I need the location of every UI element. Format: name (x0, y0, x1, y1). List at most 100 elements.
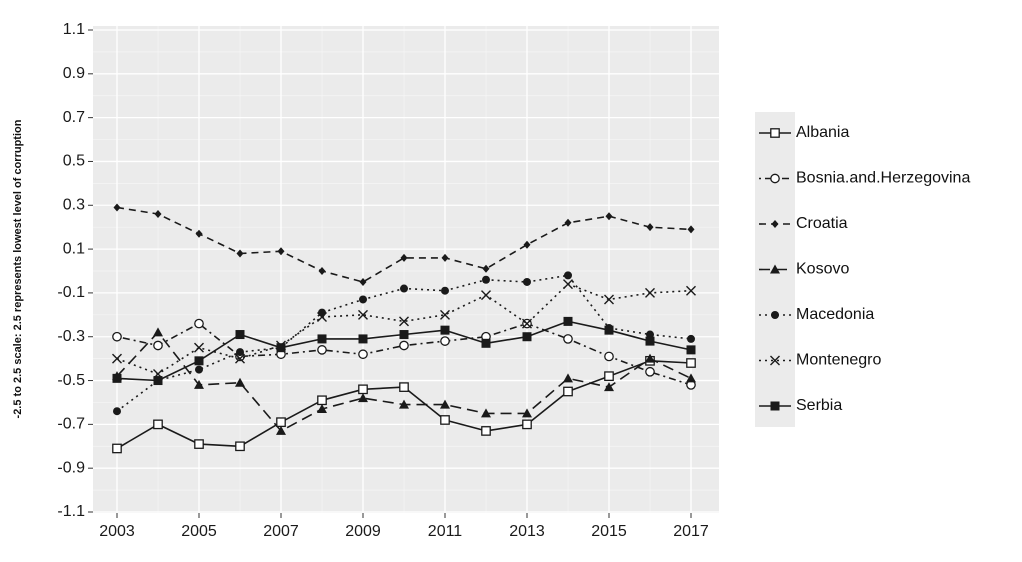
data-point (400, 253, 408, 262)
data-point (358, 309, 368, 320)
data-point (522, 419, 532, 430)
data-point (399, 340, 409, 351)
data-point (522, 332, 532, 342)
legend-item-kosovo: Kosovo (759, 261, 849, 278)
data-point (481, 426, 491, 436)
data-point (194, 342, 204, 353)
series-serbia (112, 316, 696, 386)
legend: Albania Bosnia.and.Herzegovina Croatia Koso… (759, 124, 970, 414)
data-point (317, 404, 327, 414)
y-tick-label: 0.9 (63, 65, 85, 82)
data-point (276, 425, 286, 435)
data-point (400, 284, 408, 293)
data-point (235, 377, 245, 387)
major-gridlines (93, 26, 719, 513)
data-point (440, 325, 450, 335)
y-axis: 1.1 0.9 0.7 0.5 0.3 0.1 -0.1 -0.3 -0.5 -0.7 -0.9 -1… (57, 21, 93, 520)
legend-key-marker (770, 173, 780, 184)
data-point (358, 334, 368, 344)
data-point (113, 203, 121, 212)
y-axis-label: -2.5 to 2.5 scale: 2.5 represents lowest… (12, 119, 24, 418)
data-point (358, 384, 368, 395)
data-point (358, 349, 368, 360)
data-point (276, 343, 286, 353)
data-point (523, 277, 531, 286)
data-point (236, 249, 244, 258)
data-point (563, 279, 573, 290)
legend-label: Croatia (796, 215, 848, 232)
data-point (112, 443, 122, 454)
data-point (686, 373, 696, 383)
data-point (440, 399, 450, 409)
data-point (194, 439, 204, 449)
data-point (645, 336, 655, 346)
data-point (194, 318, 204, 329)
data-point (112, 373, 122, 383)
data-point (235, 330, 245, 340)
x-axis: 2003 2005 2007 2009 2011 2013 2015 2017 (99, 513, 709, 540)
data-point (195, 365, 203, 374)
y-tick-label: 0.7 (63, 109, 85, 126)
data-point (563, 386, 573, 397)
data-point (440, 415, 450, 425)
x-tick-label: 2007 (263, 523, 299, 540)
data-point (318, 267, 326, 275)
data-point (646, 330, 654, 339)
data-point (359, 277, 367, 286)
data-point (645, 366, 655, 377)
data-point (317, 395, 327, 406)
data-point (153, 327, 163, 337)
data-point (645, 353, 655, 363)
x-tick-label: 2017 (673, 523, 709, 540)
data-point (440, 309, 450, 320)
data-point (481, 290, 491, 301)
legend-item-serbia: Serbia (759, 397, 842, 414)
data-point (563, 316, 573, 326)
legend-label: Albania (796, 124, 849, 141)
y-tick-label: 1.1 (63, 21, 85, 38)
data-point (686, 358, 696, 368)
x-tick-label: 2009 (345, 523, 381, 540)
x-tick-label: 2013 (509, 523, 545, 540)
legend-item-macedonia: Macedonia (759, 306, 874, 323)
data-point (523, 240, 531, 249)
data-point (399, 330, 409, 340)
data-point (482, 275, 490, 284)
legend-label: Bosnia.and.Herzegovina (796, 170, 970, 187)
data-point (441, 253, 449, 262)
data-point (235, 353, 245, 364)
data-point (646, 223, 654, 232)
series-montenegro (112, 279, 696, 379)
data-point (604, 325, 614, 335)
data-point (604, 351, 614, 362)
x-tick-label: 2015 (591, 523, 627, 540)
data-point (359, 295, 367, 304)
series-line (116, 206, 692, 283)
data-point (113, 407, 121, 416)
data-point (112, 353, 122, 364)
data-point (277, 247, 285, 256)
data-point (153, 376, 163, 386)
data-point (522, 408, 532, 418)
y-tick-label: -0.7 (57, 416, 85, 433)
data-point (317, 334, 327, 344)
y-tick-label: -0.5 (57, 372, 85, 389)
data-point (194, 356, 204, 366)
data-point (399, 382, 409, 392)
data-point (564, 218, 572, 227)
data-point (605, 212, 613, 221)
legend-key-marker (771, 220, 779, 228)
x-tick-label: 2003 (99, 523, 135, 540)
data-point (399, 399, 409, 409)
legend-item-montenegro: Montenegro (759, 352, 881, 369)
y-tick-label: 0.5 (63, 153, 85, 170)
y-tick-label: -0.3 (57, 328, 85, 345)
data-point (563, 373, 573, 383)
legend-item-albania: Albania (759, 124, 849, 141)
data-point (195, 229, 203, 238)
legend-key-marker (770, 355, 780, 366)
series-kosovo (112, 327, 696, 435)
data-point (687, 334, 695, 343)
x-tick-label: 2011 (428, 523, 463, 540)
series-albania (112, 355, 696, 454)
